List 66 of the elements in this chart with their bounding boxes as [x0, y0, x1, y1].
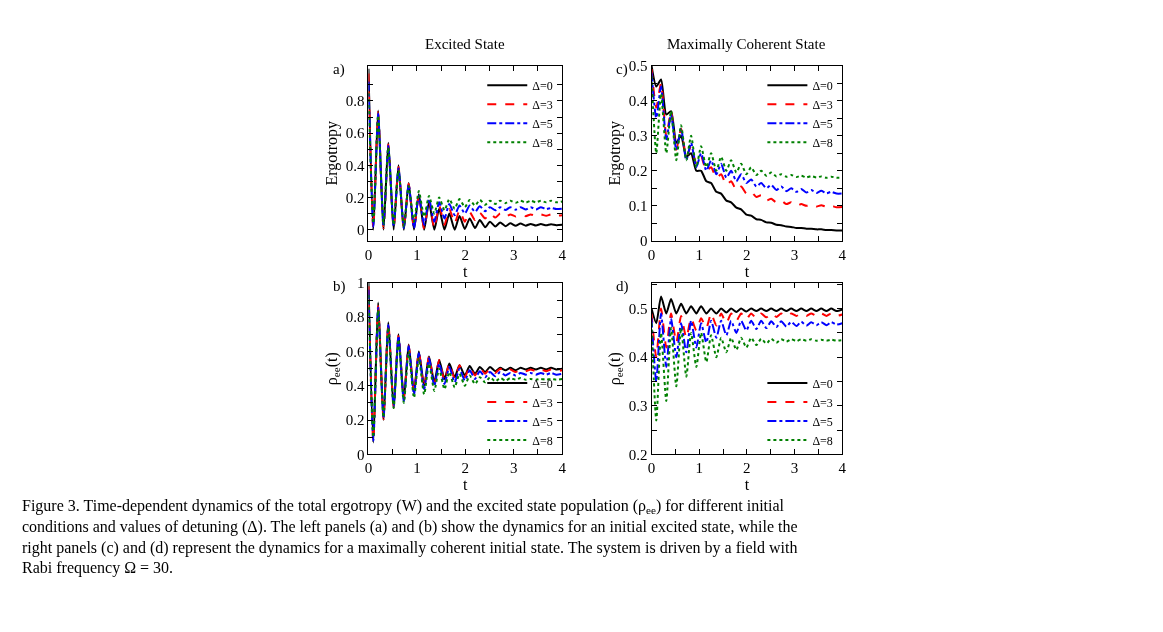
- x-tick-label: 1: [695, 246, 703, 263]
- y-tick-label: 0.4: [345, 157, 365, 174]
- y-tick-label: 0.2: [628, 163, 648, 180]
- x-tick-label: 2: [743, 246, 751, 263]
- text: c): [616, 61, 628, 78]
- y-axis-title: Ergotropy: [605, 120, 624, 186]
- x-axis-title: t: [463, 476, 469, 494]
- legend-label: Δ=5: [812, 116, 833, 131]
- legend-label: Δ=3: [812, 97, 833, 112]
- legend-label: Δ=5: [812, 414, 833, 429]
- y-tick-label: 0.1: [628, 198, 648, 215]
- y-tick-label: 0.3: [628, 398, 648, 415]
- x-axis-title: t: [744, 262, 750, 280]
- x-tick-label: 3: [509, 246, 518, 263]
- legend-label: Δ=0: [532, 376, 553, 391]
- x-tick-label: 4: [558, 460, 567, 477]
- x-axis-title: t: [463, 262, 469, 280]
- legend-label: Δ=8: [532, 433, 553, 448]
- legend-label: Δ=8: [532, 135, 553, 150]
- y-axis-title: Ergotropy: [322, 120, 341, 186]
- x-axis-title: t: [744, 476, 750, 494]
- x-tick-label: 1: [695, 460, 703, 477]
- chart-title: Excited State: [425, 36, 505, 52]
- legend-label: Δ=3: [532, 97, 553, 112]
- legend-label: Δ=8: [812, 433, 833, 448]
- x-tick-label: 1: [413, 246, 421, 263]
- y-tick-label: 0.3: [628, 127, 648, 144]
- chart-title: Maximally Coherent State: [667, 36, 826, 52]
- legend-label: Δ=8: [812, 135, 833, 150]
- x-tick-label: 3: [790, 246, 799, 263]
- legend-label: Δ=0: [812, 78, 833, 93]
- x-tick-label: 1: [413, 460, 421, 477]
- y-tick-label: 0.2: [345, 189, 365, 206]
- x-tick-label: 3: [509, 460, 518, 477]
- legend-label: Δ=3: [532, 395, 553, 410]
- x-tick-label: 4: [558, 246, 567, 263]
- y-tick-label: 0.5: [628, 300, 648, 317]
- legend-label: Δ=0: [812, 376, 833, 391]
- legend-label: Δ=3: [812, 395, 833, 410]
- caption: Figure 3. Time-dependent dynamics of the total ergotropy (W) and the excited state population (ρ$_{ee}$) for different initial conditions and values of detuning (Δ). The left panels (a) and (b) show the dynamics for an initial excited state, while the right panels (c) and (d) represent the dynamics for a maximally coherent initial state. The system is driven by a field with Rabi frequency Ω = 30.: [22, 497, 798, 578]
- x-tick-label: 2: [461, 460, 470, 477]
- y-tick-label: 0.2: [345, 412, 365, 429]
- x-tick-label: 4: [838, 460, 847, 477]
- text: a): [333, 61, 345, 78]
- y-tick-label: 0.4: [628, 92, 649, 109]
- y-tick-label: 0: [356, 221, 365, 238]
- y-tick-label: 0: [640, 233, 648, 250]
- legend-label: Δ=0: [532, 78, 553, 93]
- y-tick-label: 0.4: [345, 378, 365, 395]
- y-tick-label: 1: [356, 275, 365, 292]
- y-tick-label: 0.6: [345, 125, 365, 142]
- x-tick-label: 3: [790, 460, 799, 477]
- legend-label: Δ=5: [532, 414, 553, 429]
- x-tick-label: 2: [743, 460, 751, 477]
- text: d): [616, 278, 629, 295]
- text: b): [333, 278, 346, 295]
- x-tick-label: 4: [838, 246, 847, 263]
- x-tick-label: 2: [461, 246, 470, 263]
- y-tick-label: 0.2: [628, 446, 648, 463]
- y-tick-label: 0: [356, 446, 365, 463]
- legend-label: Δ=5: [532, 116, 553, 131]
- y-tick-label: 0.8: [345, 309, 365, 326]
- y-tick-label: 0.5: [628, 57, 648, 74]
- y-tick-label: 0.4: [628, 349, 649, 366]
- y-tick-label: 0.6: [345, 343, 365, 360]
- y-tick-label: 0.8: [345, 93, 365, 110]
